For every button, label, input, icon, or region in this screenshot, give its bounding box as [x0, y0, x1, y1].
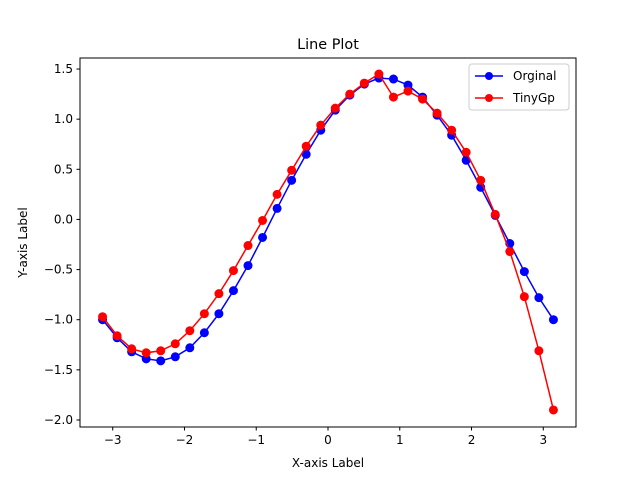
- y-axis-label: Y-axis Label: [16, 207, 30, 278]
- x-tick-label: 1: [396, 433, 404, 447]
- x-tick-label: −1: [247, 433, 265, 447]
- series-1-point: [156, 346, 166, 356]
- series-1-point: [228, 266, 238, 276]
- y-tick-label: −1.0: [44, 313, 73, 327]
- series-1-point: [199, 309, 209, 319]
- series-0-point: [258, 232, 268, 242]
- y-tick-label: 1.0: [54, 112, 73, 126]
- x-tick-label: −2: [176, 433, 194, 447]
- series-1-point: [505, 247, 515, 257]
- legend-label: Orginal: [513, 69, 556, 83]
- series-0-point: [199, 328, 209, 338]
- y-tick-label: −1.5: [44, 363, 73, 377]
- y-tick-label: 1.5: [54, 62, 73, 76]
- series-0-point: [214, 309, 224, 319]
- series-1-point: [301, 141, 311, 151]
- series-layer: [98, 69, 558, 415]
- series-0-point: [156, 356, 166, 366]
- y-tick-label: −0.5: [44, 263, 73, 277]
- series-0-point: [228, 286, 238, 296]
- legend-swatch-marker: [485, 72, 493, 80]
- x-axis-label: X-axis Label: [292, 456, 364, 470]
- x-tick-label: 3: [539, 433, 547, 447]
- series-1-point: [214, 289, 224, 299]
- series-1-point: [374, 69, 384, 79]
- series-1-point: [170, 339, 180, 349]
- x-tick-label: −3: [104, 433, 122, 447]
- series-1-point: [185, 326, 195, 336]
- series-1-point: [548, 405, 558, 415]
- series-1-point: [359, 78, 369, 88]
- series-1-point: [127, 344, 137, 354]
- series-0-point: [287, 175, 297, 185]
- series-0-point: [519, 267, 529, 277]
- legend-label: TinyGp: [512, 91, 555, 105]
- series-1-point: [98, 312, 108, 322]
- series-1-point: [447, 125, 457, 135]
- series-0-point: [272, 203, 282, 213]
- series-1-point: [432, 108, 442, 118]
- series-1-point: [476, 175, 486, 185]
- chart-title: Line Plot: [297, 37, 359, 53]
- x-axis: −3 −2 −1 0 1 2 3: [104, 427, 547, 447]
- series-1-point: [461, 147, 471, 157]
- series-1-point: [287, 165, 297, 175]
- series-0-point: [170, 352, 180, 362]
- x-tick-label: 0: [324, 433, 332, 447]
- series-1-point: [112, 331, 122, 341]
- series-1-point: [258, 215, 268, 225]
- y-tick-label: 0.0: [54, 212, 73, 226]
- series-0-point: [534, 293, 544, 303]
- series-0-point: [388, 74, 398, 84]
- series-0-point: [243, 261, 253, 271]
- y-tick-label: −2.0: [44, 413, 73, 427]
- x-tick-label: 2: [468, 433, 476, 447]
- series-1-point: [243, 241, 253, 251]
- series-1-point: [330, 103, 340, 113]
- legend: Orginal TinyGp: [468, 63, 570, 111]
- series-0-point: [185, 343, 195, 353]
- series-1-point: [519, 292, 529, 302]
- legend-swatch-marker: [485, 94, 493, 102]
- series-1-point: [272, 189, 282, 199]
- series-1-point: [403, 86, 413, 96]
- series-1-point: [316, 120, 326, 130]
- series-1-point: [141, 348, 151, 358]
- series-1-point: [534, 346, 544, 356]
- series-1-point: [345, 89, 355, 99]
- series-1-point: [418, 94, 428, 104]
- y-axis: −2.0 −1.5 −1.0 −0.5 0.0 0.5 1.0 1.5: [44, 62, 80, 427]
- series-0-point: [548, 315, 558, 325]
- y-tick-label: 0.5: [54, 162, 73, 176]
- series-1-point: [388, 92, 398, 102]
- series-1-point: [490, 209, 500, 219]
